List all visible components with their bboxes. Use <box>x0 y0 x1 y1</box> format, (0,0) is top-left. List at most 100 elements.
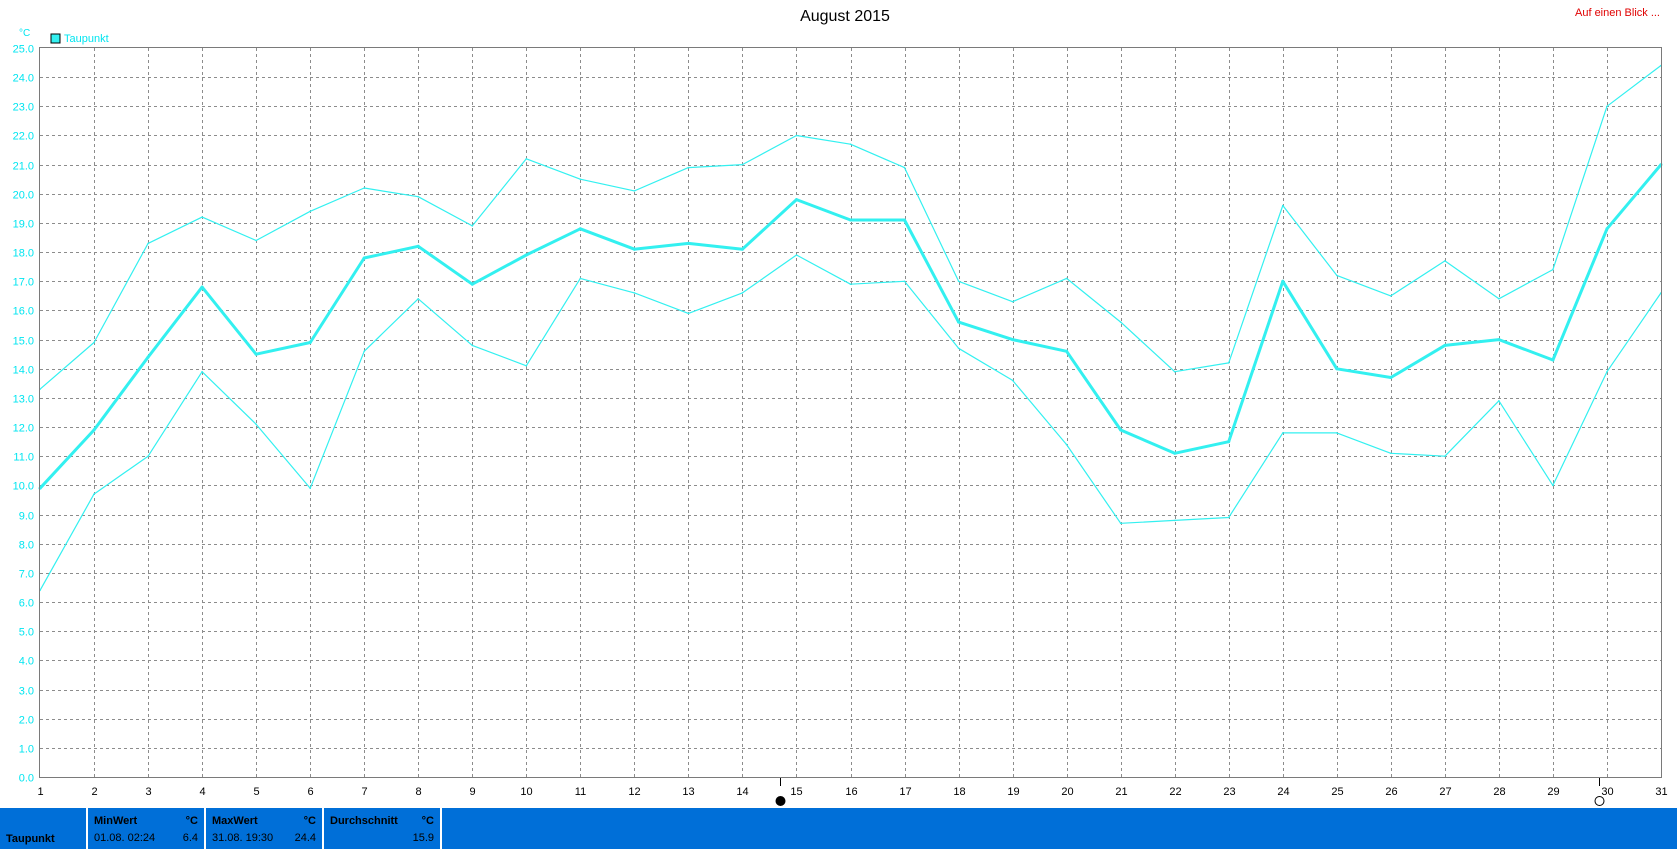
max-unit: °C <box>303 815 316 827</box>
max-date: 31.08. 19:30 <box>212 832 274 844</box>
legend-label: Taupunkt <box>64 33 109 45</box>
x-tick-label: 19 <box>1007 786 1019 798</box>
data-point-max <box>1552 268 1554 271</box>
data-point-avg <box>524 253 528 257</box>
data-point-min <box>957 347 960 350</box>
data-point-max <box>1282 204 1284 207</box>
data-point-avg <box>308 341 312 344</box>
y-tick-label: 12.0 <box>13 423 34 435</box>
data-point-max <box>849 143 852 145</box>
y-tick-label: 14.0 <box>13 365 34 377</box>
data-point-min <box>1336 432 1338 434</box>
data-point-max <box>93 341 95 344</box>
data-point-min <box>1552 484 1554 487</box>
data-point-max <box>1119 321 1122 323</box>
data-point-max <box>1011 300 1014 303</box>
data-point-min <box>417 298 420 300</box>
x-tick-label: 25 <box>1331 786 1343 798</box>
data-point-min <box>1498 400 1500 402</box>
x-tick-label: 5 <box>253 786 259 798</box>
min-header: MinWert <box>94 815 138 827</box>
x-tick-label: 15 <box>790 786 802 798</box>
y-tick-label: 24.0 <box>13 73 34 85</box>
data-point-avg <box>1335 367 1339 371</box>
x-tick-label: 31 <box>1655 786 1667 798</box>
data-point-max <box>687 166 690 169</box>
x-tick-label: 18 <box>953 786 965 798</box>
data-point-min <box>525 365 528 367</box>
data-point-min <box>363 350 366 353</box>
data-point-avg <box>1011 338 1015 342</box>
min-unit: °C <box>185 815 198 827</box>
avg-value: 15.9 <box>412 832 434 844</box>
data-point-avg <box>146 355 150 359</box>
avg-header: Durchschnitt <box>330 815 398 827</box>
data-point-min <box>687 312 690 315</box>
data-point-avg <box>849 218 852 222</box>
data-point-avg <box>1497 338 1501 342</box>
x-tick-label: 30 <box>1601 786 1613 798</box>
max-value-cell: MaxWert °C 31.08. 19:30 24.4 <box>206 808 324 849</box>
data-point-max <box>255 239 257 242</box>
data-point-max <box>417 195 420 198</box>
data-point-min <box>1119 522 1122 525</box>
data-point-min <box>1282 432 1284 434</box>
data-point-max <box>633 190 636 192</box>
data-point-avg <box>1443 343 1447 347</box>
data-point-min <box>147 455 149 458</box>
data-point-max <box>1444 260 1446 262</box>
data-point-max <box>525 158 528 160</box>
data-point-avg <box>1551 358 1555 362</box>
x-tick-label: 26 <box>1385 786 1397 798</box>
data-point-max <box>309 210 312 213</box>
y-tick-label: 18.0 <box>13 248 34 260</box>
overview-link[interactable]: Auf einen Blick ... <box>1575 7 1660 19</box>
x-tick-label: 4 <box>199 786 205 798</box>
full-moon-icon <box>1594 796 1605 806</box>
data-point-min <box>1011 379 1014 382</box>
x-tick-label: 20 <box>1061 786 1073 798</box>
y-tick-label: 17.0 <box>13 277 34 289</box>
y-tick-label: 15.0 <box>13 336 34 348</box>
y-tick-label: 22.0 <box>13 131 34 143</box>
data-point-min <box>1065 443 1068 446</box>
data-point-avg <box>903 218 906 222</box>
data-point-max <box>147 242 149 245</box>
y-tick-label: 16.0 <box>13 306 34 318</box>
y-tick-label: 13.0 <box>13 394 34 406</box>
data-point-avg <box>1389 376 1393 379</box>
x-tick-label: 8 <box>415 786 421 798</box>
y-tick-label: 1.0 <box>19 744 34 756</box>
x-tick-label: 2 <box>91 786 97 798</box>
data-point-avg <box>1119 428 1123 432</box>
y-tick-label: 23.0 <box>13 102 34 114</box>
data-point-max <box>1065 277 1068 280</box>
y-tick-label: 20.0 <box>13 190 34 202</box>
y-tick-label: 11.0 <box>13 452 34 464</box>
data-point-min <box>741 292 744 294</box>
data-point-avg <box>92 428 96 432</box>
x-tick-label: 22 <box>1169 786 1181 798</box>
data-point-avg <box>200 285 204 289</box>
x-tick-label: 9 <box>469 786 475 798</box>
x-tick-label: 7 <box>361 786 367 798</box>
data-point-avg <box>632 247 636 251</box>
x-tick-label: 17 <box>899 786 911 798</box>
legend-swatch <box>50 33 61 44</box>
data-point-max <box>471 225 474 227</box>
x-tick-label: 28 <box>1493 786 1505 798</box>
data-point-avg <box>795 198 798 202</box>
data-point-min <box>633 292 636 294</box>
new-moon-icon <box>775 796 786 806</box>
x-tick-label: 16 <box>845 786 857 798</box>
data-point-avg <box>1173 451 1177 455</box>
data-point-max <box>1173 370 1176 373</box>
data-point-min <box>1444 455 1446 458</box>
data-point-max <box>957 280 960 283</box>
stats-row-label-cell: Taupunkt <box>0 808 88 849</box>
data-point-avg <box>1227 440 1231 444</box>
max-header: MaxWert <box>212 815 258 827</box>
data-point-avg <box>470 282 474 286</box>
data-point-max <box>903 166 906 169</box>
data-point-max <box>201 216 203 218</box>
